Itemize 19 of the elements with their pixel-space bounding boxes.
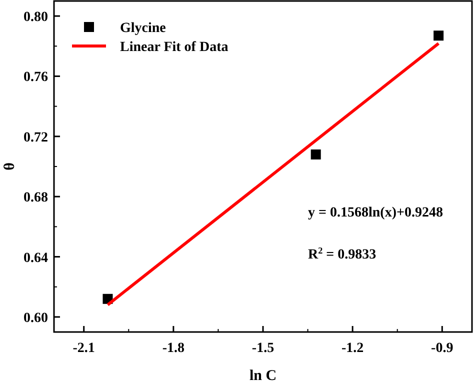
annotation: R$^{2}$ = 0.9833 (308, 246, 376, 263)
y-tick-label: 0.80 (24, 10, 48, 26)
x-tick-label: -1.8 (162, 341, 185, 356)
y-axis-title: θ (2, 162, 18, 170)
y-tick-label: 0.72 (24, 130, 48, 146)
x-axis-title: ln C (249, 368, 277, 384)
point (310, 149, 321, 160)
x-tick-label: -2.1 (72, 341, 95, 356)
point (434, 30, 444, 41)
legend-label: Linear Fit of Data (120, 40, 228, 55)
annotation: y = 0.1568ln(x)+0.9248 (308, 206, 443, 221)
y-tick-label: 0.68 (24, 190, 48, 206)
x-tick-label: -1.2 (341, 341, 364, 356)
y-tick-label: 0.64 (24, 250, 48, 266)
y-tick-label: 0.76 (24, 70, 48, 86)
x-tick-label: -1.5 (252, 341, 274, 356)
y-tick-label: 0.60 (24, 310, 48, 326)
legend-label: Glycine (120, 21, 166, 36)
x-tick-label: -0.9 (431, 341, 454, 356)
